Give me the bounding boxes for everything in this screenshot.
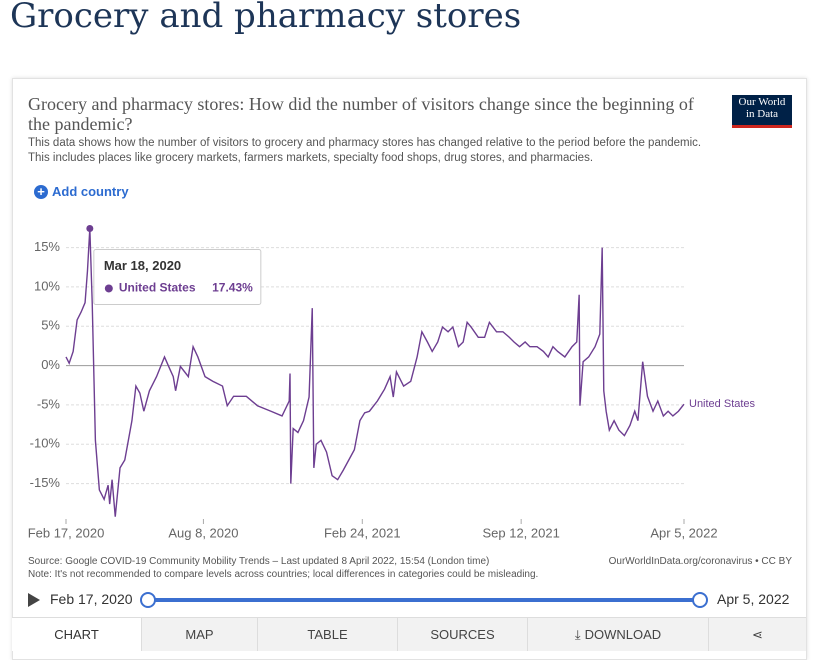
series-line <box>65 228 685 517</box>
highlight-point <box>86 224 94 232</box>
note: Note: It's not recommended to compare le… <box>28 569 539 580</box>
share-button[interactable]: ⋖ <box>708 618 806 651</box>
y-tick-label: -10% <box>30 436 61 451</box>
download-icon: ⤓ <box>574 626 581 642</box>
description: This includes places like grocery market… <box>28 152 594 164</box>
x-tick-label: Apr 5, 2022 <box>650 525 717 540</box>
source: Source: Google COVID-19 Community Mobili… <box>28 556 490 567</box>
logo-line: Our World <box>738 96 786 108</box>
tab[interactable]: SOURCES <box>397 618 527 651</box>
timeline-handle[interactable] <box>140 592 156 608</box>
series-label: United States <box>689 398 756 410</box>
tooltip-value: 17.43% <box>212 281 253 295</box>
tooltip-box <box>93 248 262 305</box>
y-tick-label: 0% <box>41 357 60 372</box>
add-country-label: Add country <box>52 184 129 199</box>
timeline-start: Feb 17, 2020 <box>50 591 133 607</box>
chart-card <box>12 78 807 660</box>
tab[interactable]: CHART <box>12 618 141 651</box>
tooltip-date: Mar 18, 2020 <box>104 258 181 273</box>
y-tick-label: 15% <box>34 239 60 254</box>
source-link[interactable]: OurWorldInData.org/coronavirus • CC BY <box>608 556 792 567</box>
tab[interactable]: TABLE <box>257 618 397 651</box>
timeline-end: Apr 5, 2022 <box>717 591 790 607</box>
description: This data shows how the number of visito… <box>28 137 702 149</box>
page-title: Grocery and pharmacy stores <box>10 0 522 36</box>
tooltip-series: United States <box>119 281 196 295</box>
y-tick-label: 5% <box>41 318 60 333</box>
x-tick-label: Sep 12, 2021 <box>482 525 559 540</box>
tooltip-swatch <box>104 284 113 293</box>
x-tick-label: Feb 17, 2020 <box>28 525 105 540</box>
timeline-bar <box>148 598 700 602</box>
plus-icon: + <box>34 184 48 199</box>
tab[interactable]: MAP <box>141 618 257 651</box>
add-country-button[interactable]: + Add country <box>34 184 129 199</box>
play-button[interactable] <box>28 593 40 607</box>
logo[interactable]: Our World in Data <box>732 95 792 128</box>
y-tick-label: -5% <box>37 396 61 411</box>
timeline-handle[interactable] <box>692 592 708 608</box>
tab-bar: CHART MAP TABLE SOURCES ⤓ DOWNLOAD ⋖ <box>12 617 806 651</box>
logo-line: in Data <box>745 108 779 120</box>
tab[interactable]: ⤓ DOWNLOAD <box>527 618 708 651</box>
x-tick-label: Feb 24, 2021 <box>324 525 401 540</box>
chart-title: Grocery and pharmacy stores: How did the… <box>28 94 694 134</box>
x-tick-label: Aug 8, 2020 <box>168 525 238 540</box>
tab-label: DOWNLOAD <box>584 627 662 642</box>
y-tick-label: 10% <box>34 278 60 293</box>
y-tick-label: -15% <box>30 475 61 490</box>
